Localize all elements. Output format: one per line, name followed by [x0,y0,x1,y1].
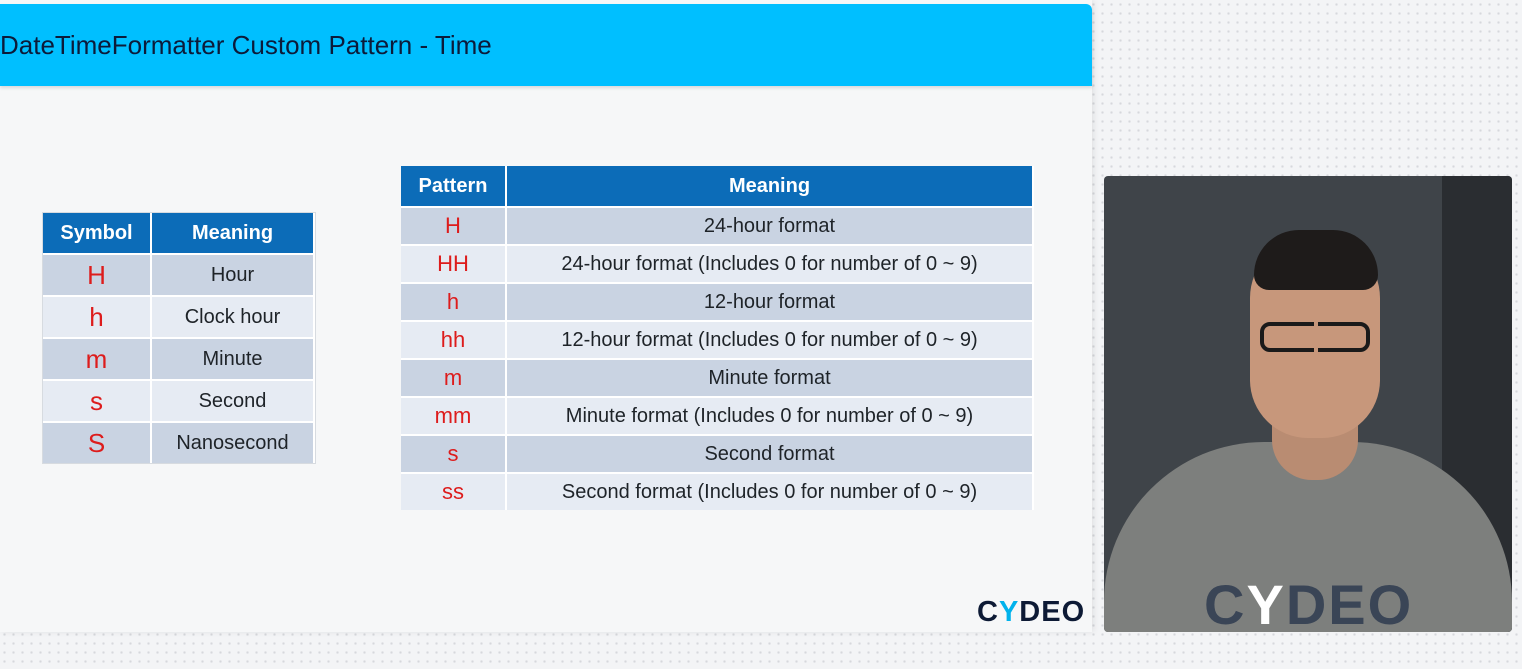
symbol-cell: H [43,253,152,295]
meaning-cell: Minute format (Includes 0 for number of … [507,396,1034,434]
presenter-video: CYDEO [1104,176,1512,632]
pattern-cell: s [401,434,507,472]
logo-part: DEO [1019,596,1086,628]
title-bar: DateTimeFormatter Custom Pattern - Time [0,4,1092,86]
presenter-hair [1254,230,1378,290]
symbol-cell: h [43,295,152,337]
presenter-glasses [1260,322,1370,352]
slide-title: DateTimeFormatter Custom Pattern - Time [0,29,492,60]
table-row: H Hour [43,253,315,295]
meaning-cell: Second format (Includes 0 for number of … [507,472,1034,510]
table-row: h Clock hour [43,295,315,337]
symbol-table: Symbol Meaning H Hour h Clock hour m Min… [42,212,316,464]
pattern-cell: mm [401,396,507,434]
symbol-cell: m [43,337,152,379]
pattern-table: Pattern Meaning H 24-hour format HH 24-h… [401,166,1034,510]
table-row: s Second [43,379,315,421]
meaning-cell: Hour [152,253,315,295]
table-row: s Second format [401,434,1034,472]
table-row: H 24-hour format [401,206,1034,244]
pattern-cell: HH [401,244,507,282]
pattern-cell: m [401,358,507,396]
shirt-logo: CYDEO [1204,572,1413,632]
meaning-cell: 12-hour format [507,282,1034,320]
meaning-cell: Minute format [507,358,1034,396]
meaning-cell: Second [152,379,315,421]
table-row: hh 12-hour format (Includes 0 for number… [401,320,1034,358]
shirt-logo-part: DEO [1285,573,1414,632]
meaning-header: Meaning [507,166,1034,206]
symbol-cell: S [43,421,152,463]
table-row: mm Minute format (Includes 0 for number … [401,396,1034,434]
table-row: S Nanosecond [43,421,315,463]
meaning-cell: Minute [152,337,315,379]
pattern-cell: ss [401,472,507,510]
logo-part: C [977,596,999,628]
table-row: m Minute format [401,358,1034,396]
table-row: HH 24-hour format (Includes 0 for number… [401,244,1034,282]
meaning-header: Meaning [152,213,315,253]
shirt-logo-part: C [1204,573,1247,632]
meaning-cell: 24-hour format (Includes 0 for number of… [507,244,1034,282]
pattern-header: Pattern [401,166,507,206]
meaning-cell: Second format [507,434,1034,472]
meaning-cell: 24-hour format [507,206,1034,244]
pattern-cell: h [401,282,507,320]
meaning-cell: Nanosecond [152,421,315,463]
shirt-logo-part: Y [1246,573,1286,632]
symbol-header: Symbol [43,213,152,253]
logo-part: Y [998,596,1020,628]
table-row: m Minute [43,337,315,379]
symbol-cell: s [43,379,152,421]
meaning-cell: 12-hour format (Includes 0 for number of… [507,320,1034,358]
table-row: h 12-hour format [401,282,1034,320]
presentation-slide: DateTimeFormatter Custom Pattern - Time … [0,4,1092,629]
cydeo-logo: CYDEO [977,596,1085,629]
symbol-table-header: Symbol Meaning [43,213,315,253]
pattern-cell: H [401,206,507,244]
table-row: ss Second format (Includes 0 for number … [401,472,1034,510]
pattern-cell: hh [401,320,507,358]
meaning-cell: Clock hour [152,295,315,337]
pattern-table-header: Pattern Meaning [401,166,1034,206]
